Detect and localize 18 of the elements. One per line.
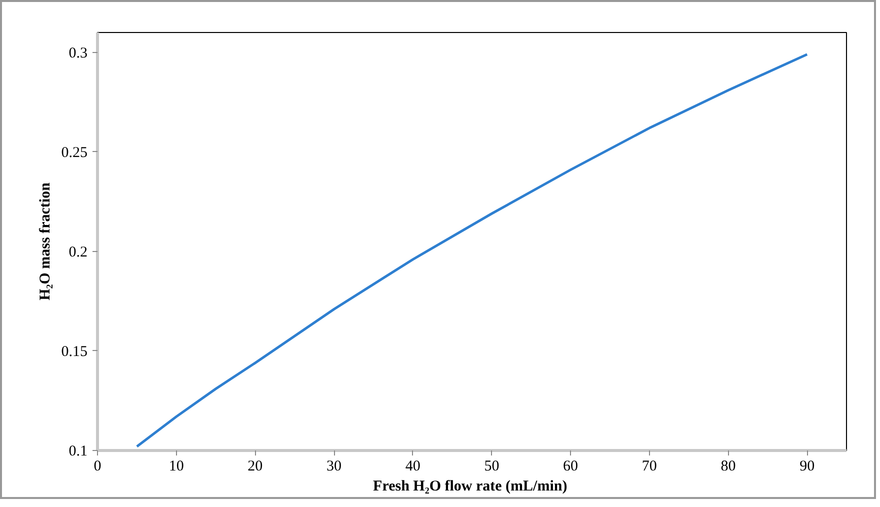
x-tick-label: 40: [405, 458, 420, 474]
x-tick-label: 90: [800, 458, 815, 474]
x-tick-label: 70: [642, 458, 657, 474]
x-tick-label: 60: [563, 458, 578, 474]
y-tick-label: 0.1: [68, 444, 88, 460]
x-tick-label: 20: [248, 458, 263, 474]
x-tick-label: 30: [326, 458, 342, 474]
y-tick-label: 0.2: [68, 244, 88, 260]
y-axis-title: H₂O mass fraction: [37, 182, 54, 300]
x-axis-title: Fresh H₂O flow rate (mL/min): [373, 478, 568, 494]
y-tick-label: 0.3: [68, 45, 88, 62]
x-tick-label: 80: [720, 458, 736, 474]
x-tick-label: 50: [484, 458, 500, 474]
x-tick-label: 10: [168, 458, 184, 474]
y-tick-label: 0.25: [61, 144, 88, 161]
y-tick-label: 0.15: [61, 344, 88, 360]
line-series: [136, 53, 808, 448]
x-tick-label: 0: [94, 458, 102, 474]
